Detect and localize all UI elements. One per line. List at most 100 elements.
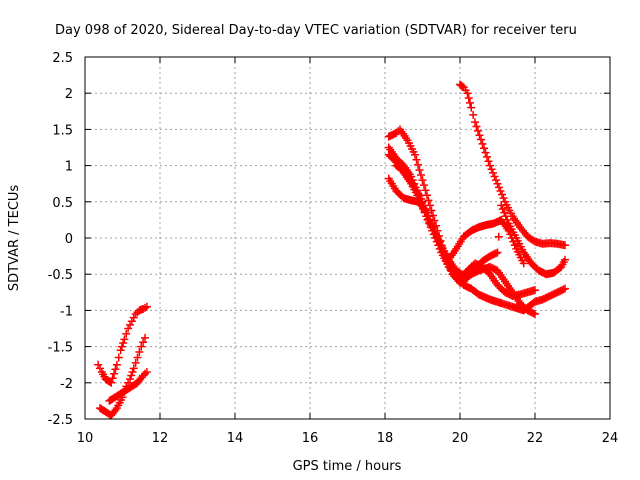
data-point	[107, 378, 116, 387]
data-point	[142, 367, 151, 376]
data-point	[498, 205, 507, 214]
x-tick-label: 18	[377, 431, 394, 446]
series-track-8	[384, 174, 528, 268]
data-point	[489, 168, 497, 177]
data-point	[477, 135, 485, 144]
data-point	[464, 94, 473, 103]
data-point	[126, 375, 134, 384]
data-point	[139, 338, 148, 347]
data-point	[510, 241, 519, 250]
data-point	[433, 234, 442, 242]
data-point	[424, 212, 433, 221]
data-point	[131, 310, 140, 319]
series-track-4	[456, 80, 569, 250]
data-point	[531, 286, 539, 295]
data-point	[495, 183, 503, 192]
y-tick-label: -2.5	[48, 413, 73, 428]
data-point	[501, 212, 510, 221]
data-point	[429, 223, 437, 232]
data-point	[427, 219, 436, 228]
data-point	[110, 369, 119, 378]
data-point	[424, 196, 433, 205]
data-point	[131, 358, 140, 367]
data-point	[141, 333, 149, 342]
y-tick-label: -2	[60, 377, 73, 392]
data-point	[418, 176, 427, 185]
data-point	[129, 364, 138, 373]
data-point	[507, 234, 516, 242]
x-tick-label: 20	[452, 431, 469, 446]
y-tick-label: 2	[65, 87, 73, 102]
data-point	[412, 155, 421, 164]
data-point	[509, 237, 518, 246]
data-point	[474, 126, 482, 135]
data-point	[500, 208, 509, 217]
data-point	[467, 103, 476, 112]
data-point	[142, 302, 151, 311]
data-point	[420, 201, 428, 210]
data-point	[129, 313, 138, 322]
data-point	[127, 371, 136, 380]
data-point	[426, 215, 434, 224]
data-point	[483, 152, 491, 161]
x-tick-label: 10	[77, 431, 94, 446]
data-point	[126, 320, 134, 329]
data-point	[430, 226, 439, 235]
data-point	[117, 342, 126, 351]
data-point	[128, 367, 137, 376]
data-point	[421, 205, 430, 214]
data-point	[120, 335, 129, 344]
x-tick-label: 14	[227, 431, 244, 446]
data-point	[561, 284, 569, 293]
series-track-1	[94, 302, 151, 387]
data-point	[114, 353, 123, 362]
data-point	[480, 144, 488, 153]
data-point	[137, 342, 146, 351]
y-tick-label: 1	[65, 160, 73, 175]
data-point	[493, 179, 502, 188]
y-tick-label: -1.5	[48, 341, 73, 356]
data-point	[481, 148, 490, 157]
y-axis-label: SDTVAR / TECUs	[7, 185, 22, 292]
data-point	[494, 232, 503, 241]
plot-frame	[84, 56, 611, 420]
data-point	[139, 371, 148, 380]
data-point	[94, 360, 103, 369]
data-point	[498, 190, 506, 199]
data-point	[119, 338, 128, 347]
data-point	[436, 241, 445, 250]
data-point	[414, 160, 422, 169]
data-point	[497, 201, 506, 210]
data-marks	[94, 80, 569, 420]
data-point	[439, 248, 448, 257]
data-point	[506, 230, 515, 239]
data-point	[96, 364, 104, 373]
data-point	[108, 374, 117, 383]
data-point	[519, 259, 528, 268]
data-point	[561, 255, 569, 264]
data-point	[463, 89, 472, 98]
y-tick-label: 0.5	[52, 196, 73, 211]
x-tick-label: 22	[527, 431, 544, 446]
data-point	[418, 197, 427, 206]
data-point	[111, 405, 120, 414]
y-tick-label: 0	[65, 232, 73, 247]
series-track-2	[96, 333, 149, 420]
data-point	[469, 110, 478, 119]
data-point	[133, 353, 142, 362]
data-point	[111, 365, 120, 374]
y-tick-label: 2.5	[52, 51, 73, 66]
data-point	[127, 317, 136, 326]
data-point	[141, 369, 149, 378]
data-point	[504, 226, 513, 235]
data-point	[124, 324, 133, 333]
data-point	[487, 165, 496, 174]
data-point	[486, 161, 494, 170]
data-point	[421, 186, 430, 195]
data-point	[478, 139, 487, 148]
data-point	[493, 248, 502, 257]
data-point	[423, 191, 431, 200]
y-tick-label: -0.5	[48, 268, 73, 283]
series-track-3	[105, 367, 151, 405]
y-tick-label: -1	[60, 304, 73, 319]
